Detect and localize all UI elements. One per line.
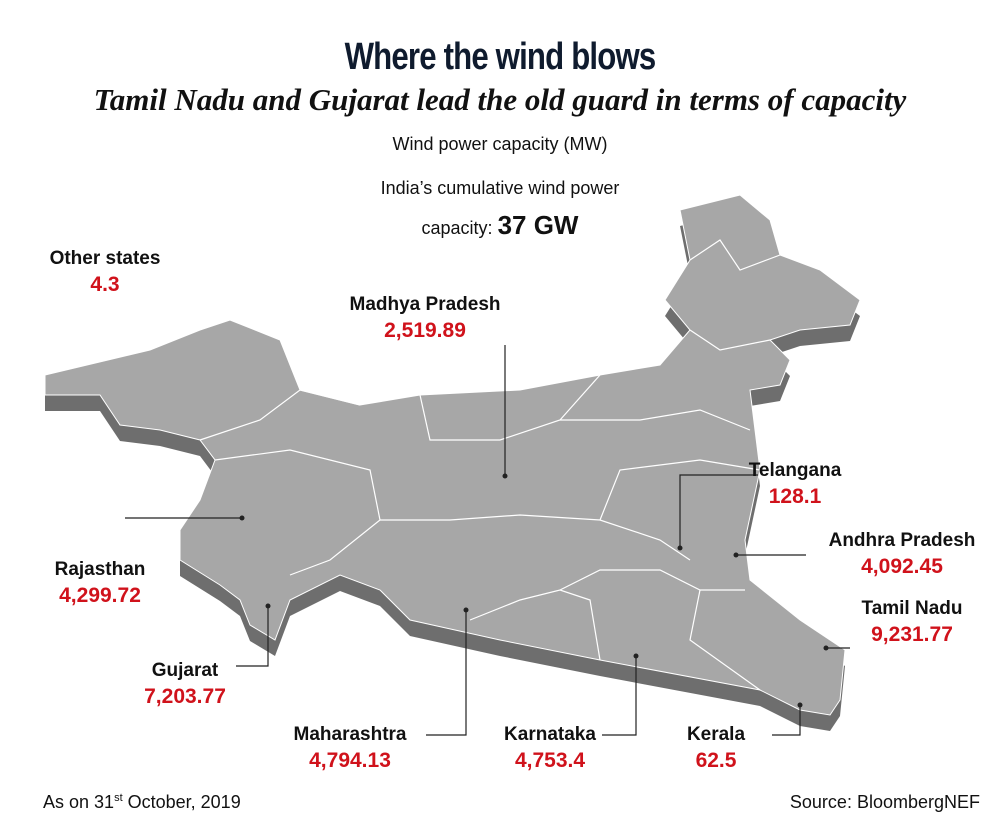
source: Source: BloombergNEF: [789, 792, 980, 812]
date-text: October, 2019: [122, 792, 241, 812]
state-name: Other states: [49, 248, 161, 269]
state-name: Maharashtra: [293, 724, 407, 745]
state-label: Andhra Pradesh 4,092.45: [802, 528, 1000, 580]
title: Where the wind blows: [344, 36, 657, 78]
date-note: As on 31st October, 2019: [43, 792, 241, 813]
dot: [633, 653, 639, 659]
subtitle: Tamil Nadu and Gujarat lead the old guar…: [93, 82, 907, 117]
border: [380, 514, 691, 561]
date-text: As on 31: [43, 792, 115, 812]
border: [689, 239, 781, 271]
state-label: Maharashtra 4,794.13: [250, 722, 450, 774]
leader-lines: [125, 345, 850, 736]
dot: [239, 515, 245, 521]
state-label: Karnataka 4,753.4: [450, 722, 650, 774]
dot: [463, 607, 469, 613]
state-name: Karnataka: [504, 724, 596, 745]
date-suffix: st: [114, 792, 123, 804]
map-top: [44, 194, 861, 716]
state-label: Kerala 62.5: [616, 722, 816, 774]
state-name: Telangana: [748, 460, 842, 481]
state-value: 9,231.77: [871, 623, 953, 646]
leader-line: [602, 656, 637, 736]
border: [689, 589, 761, 691]
leader-line: [772, 705, 801, 736]
state-label: Tamil Nadu 9,231.77: [812, 596, 1000, 648]
india-map: [44, 194, 861, 731]
state-value: 4,753.4: [514, 749, 586, 772]
leader-line: [679, 474, 758, 548]
state-name: Madhya Pradesh: [349, 294, 501, 315]
state-value: 4,092.45: [861, 555, 943, 578]
state-label: Rajasthan 4,299.72: [0, 557, 200, 609]
state-label: Telangana 128.1: [695, 458, 895, 510]
unit-label: Wind power capacity (MW): [392, 134, 608, 154]
dot: [677, 545, 683, 551]
cumulative-value: 37 GW: [497, 210, 579, 240]
state-value: 7,203.77: [144, 685, 226, 708]
border: [559, 569, 745, 591]
border: [560, 409, 751, 431]
dot: [502, 473, 508, 479]
dot: [265, 603, 271, 609]
border: [599, 459, 761, 521]
border: [469, 589, 601, 661]
state-borders: [199, 239, 781, 691]
state-name: Rajasthan: [54, 559, 146, 580]
border: [199, 389, 361, 441]
cumulative-value-line: capacity: 37 GW: [0, 210, 1000, 241]
border: [214, 449, 381, 576]
state-value: 2,519.89: [384, 319, 466, 342]
dot: [733, 552, 739, 558]
state-value: 62.5: [695, 749, 737, 772]
state-value: 4,794.13: [309, 749, 391, 772]
cumulative-label: India’s cumulative wind power: [380, 178, 620, 198]
state-name: Tamil Nadu: [861, 598, 963, 619]
border: [419, 374, 601, 441]
leader-dots: [239, 473, 829, 708]
state-name: Andhra Pradesh: [828, 530, 976, 551]
state-name: Kerala: [686, 724, 746, 745]
border: [689, 329, 771, 351]
dot: [823, 645, 829, 651]
state-value: 128.1: [768, 485, 822, 508]
state-label: Gujarat 7,203.77: [85, 658, 285, 710]
leader-line: [236, 606, 269, 667]
cumulative-label: capacity:: [421, 218, 493, 238]
state-value: 4.3: [90, 273, 120, 296]
leader-line: [426, 610, 467, 736]
state-name: Gujarat: [151, 660, 219, 681]
state-value: 4,299.72: [59, 584, 141, 607]
dot: [797, 702, 803, 708]
state-label: Other states 4.3: [5, 246, 205, 298]
state-label: Madhya Pradesh 2,519.89: [325, 292, 525, 344]
